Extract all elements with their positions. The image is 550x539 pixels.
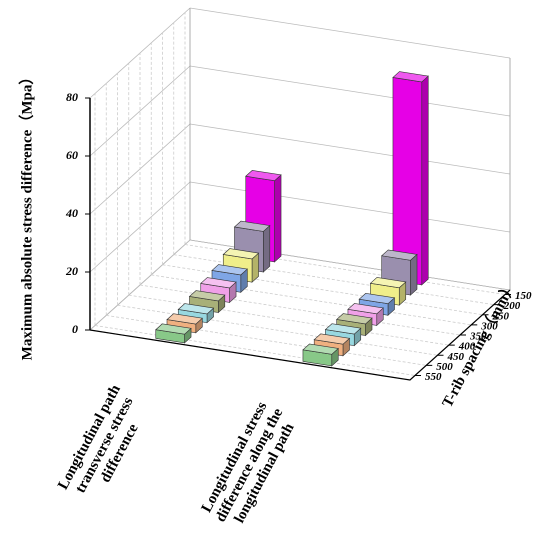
grid-line bbox=[139, 284, 461, 336]
depth-tick-label: 200 bbox=[503, 300, 521, 312]
bar-top bbox=[211, 264, 248, 276]
z-tick-label: 40 bbox=[65, 206, 78, 220]
grid-line bbox=[151, 274, 472, 326]
bar-top bbox=[245, 170, 282, 182]
bar bbox=[155, 323, 192, 344]
grid-line bbox=[128, 294, 449, 346]
bar-top bbox=[324, 323, 362, 335]
grid-line bbox=[189, 65, 511, 117]
z-tick-label: 20 bbox=[65, 264, 78, 278]
depth-tick-label: 450 bbox=[447, 351, 465, 363]
z-axis-label: Maximum absolute stress difference（Mpa） bbox=[17, 70, 35, 361]
depth-tick-label: 400 bbox=[458, 341, 476, 353]
depth-tick-label: 500 bbox=[436, 361, 453, 373]
depth-tick-label: 350 bbox=[469, 331, 487, 343]
grid-line bbox=[184, 244, 506, 295]
grid-line bbox=[162, 264, 483, 316]
bar-side bbox=[274, 174, 282, 263]
bar-top bbox=[222, 248, 260, 260]
bar-top bbox=[336, 313, 373, 325]
bar-top bbox=[381, 249, 418, 261]
bar-top bbox=[200, 277, 237, 289]
bar-top bbox=[166, 313, 203, 325]
z-tick-label: 0 bbox=[72, 322, 78, 336]
bar-top bbox=[155, 323, 192, 335]
bar-side bbox=[410, 253, 418, 296]
bar-side bbox=[421, 75, 429, 286]
bar-top bbox=[233, 220, 271, 232]
grid-line bbox=[189, 123, 511, 175]
grid-line bbox=[106, 314, 427, 366]
bar-top bbox=[313, 333, 351, 345]
bar-top bbox=[392, 71, 429, 83]
z-tick-label: 80 bbox=[66, 90, 78, 104]
bar-top bbox=[188, 290, 226, 302]
depth-tick-label: 550 bbox=[425, 371, 442, 383]
depth-tick-label: 150 bbox=[515, 290, 532, 302]
bar-top bbox=[358, 293, 396, 305]
grid-line bbox=[89, 65, 191, 157]
grid-line bbox=[189, 181, 511, 233]
axis-line bbox=[89, 289, 511, 381]
bar bbox=[302, 343, 339, 367]
grid-line bbox=[94, 325, 416, 376]
bar-top bbox=[369, 277, 407, 289]
grid-line bbox=[117, 304, 438, 356]
bar-top bbox=[347, 303, 384, 315]
bar-side bbox=[262, 224, 271, 273]
bar-top bbox=[302, 343, 339, 355]
bar bbox=[392, 71, 429, 286]
grid-line bbox=[173, 254, 494, 306]
z-tick-label: 60 bbox=[66, 148, 78, 162]
bar-top bbox=[177, 303, 215, 315]
grid-line bbox=[189, 7, 511, 59]
depth-tick-label: 250 bbox=[492, 310, 510, 322]
depth-tick-label: 300 bbox=[480, 320, 498, 332]
